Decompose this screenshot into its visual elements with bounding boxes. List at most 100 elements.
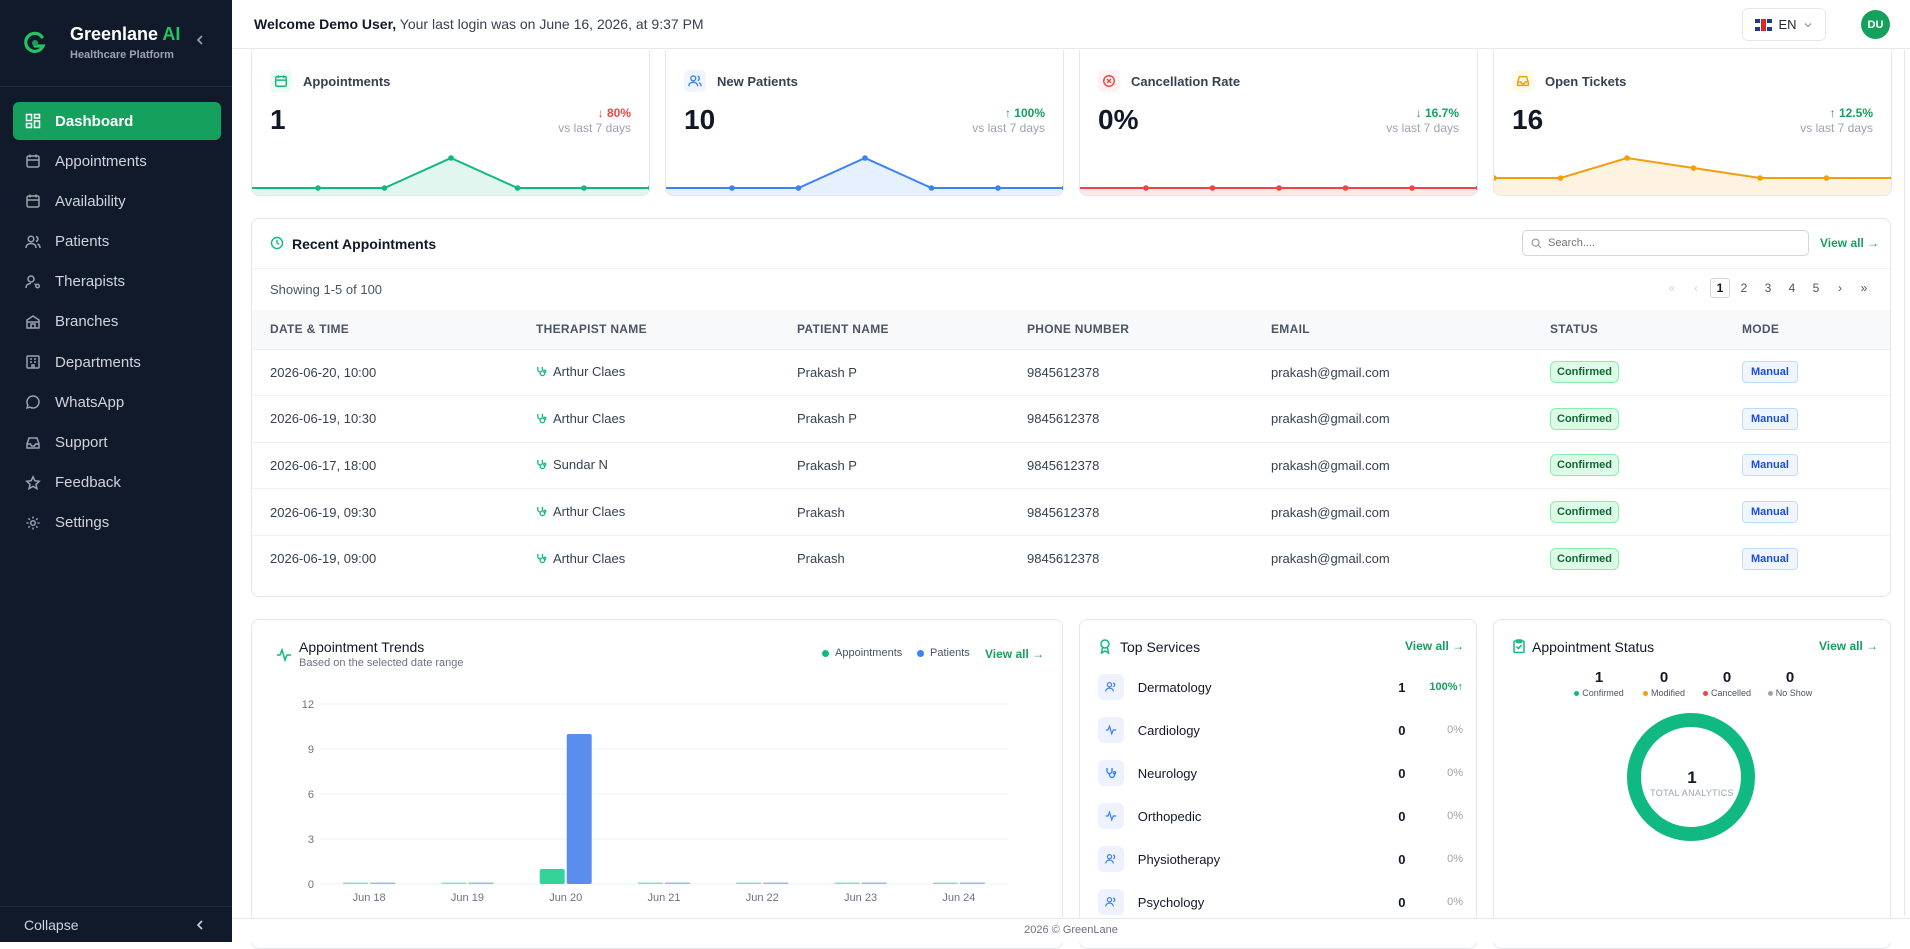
view-all-link[interactable]: View all → [1820, 236, 1880, 250]
service-count: 0 [1398, 722, 1406, 738]
sidebar-item-label: Therapists [55, 273, 126, 291]
view-all-link[interactable]: View all → [985, 647, 1045, 661]
sidebar-item-appointments[interactable]: Appointments [13, 142, 221, 180]
search-input[interactable] [1548, 237, 1788, 249]
top-services-panel: Top Services View all → Dermatology 1 10… [1079, 619, 1477, 949]
sparkline-point [928, 185, 935, 191]
user-stethoscope-icon [25, 274, 43, 290]
table-row[interactable]: 2026-06-19, 09:30 Arthur Claes Prakash 9… [252, 488, 1890, 536]
service-row[interactable]: Physiotherapy 0 0% [1098, 844, 1463, 874]
sparkline-cancellation-rate [1080, 185, 1477, 195]
status-label-confirmed: Confirmed [1559, 688, 1639, 698]
main-scrollbar[interactable] [1904, 50, 1910, 916]
col-header-mode: MODE [1724, 310, 1890, 349]
award-icon [1099, 639, 1111, 654]
bar-appointments [539, 869, 565, 884]
sidebar-item-dashboard[interactable]: Dashboard [13, 102, 221, 140]
status-badge: Confirmed [1550, 454, 1619, 477]
sidebar-item-departments[interactable]: Departments [13, 343, 221, 381]
sparkline-point [448, 155, 454, 161]
stat-change: ↓ 16.7% [1415, 106, 1459, 120]
table-row[interactable]: 2026-06-20, 10:00 Arthur Claes Prakash P… [252, 348, 1890, 396]
appointment-trends-chart: 0 3 6 9 12 Jun 18 Jun 19 Jun 20 Jun 21 Jun 22 Jun … [302, 699, 1008, 904]
service-name: Physiotherapy [1137, 851, 1221, 867]
view-all-link[interactable]: View all → [1819, 639, 1879, 653]
legend-appointments: Appointments [822, 647, 902, 659]
cell-mode: Manual [1724, 488, 1890, 536]
sparkline-point [1624, 155, 1630, 161]
service-percent: 0% [1447, 853, 1463, 865]
next-page-icon[interactable]: › [1838, 281, 1842, 295]
sparkline-point [1890, 176, 1891, 180]
sidebar-item-label: Support [55, 434, 108, 451]
table-row[interactable]: 2026-06-19, 09:00 Arthur Claes Prakash 9… [252, 534, 1890, 582]
service-row[interactable]: Cardiology 0 0% [1098, 715, 1463, 745]
sidebar-item-patients[interactable]: Patients [13, 223, 221, 261]
uk-flag-icon [1755, 18, 1773, 31]
stat-period: vs last 7 days [558, 121, 631, 135]
service-row[interactable]: Dermatology 1 100%↑ [1098, 672, 1463, 702]
stat-label: Appointments [303, 74, 391, 89]
service-row[interactable]: Neurology 0 0% [1098, 758, 1463, 788]
page-4-button[interactable]: 4 [1788, 281, 1796, 295]
table-row[interactable]: 2026-06-17, 18:00 Sundar N Prakash P 984… [252, 441, 1890, 489]
language-code: EN [1778, 17, 1797, 32]
users-icon [25, 234, 43, 250]
cell-phone: 9845612378 [1009, 395, 1253, 443]
sidebar-item-branches[interactable]: Branches [13, 303, 221, 341]
language-selector[interactable]: EN [1742, 8, 1826, 41]
sidebar-item-support[interactable]: Support [13, 424, 221, 462]
cell-therapist: Arthur Claes [518, 395, 779, 443]
donut-total-label: TOTAL ANALYTICS [1650, 788, 1734, 798]
therapist-name: Sundar N [553, 457, 608, 473]
sidebar-toggle-chevron-left-icon[interactable] [194, 34, 206, 46]
cell-mode: Manual [1724, 534, 1890, 582]
sidebar-collapse-button[interactable]: Collapse [0, 906, 232, 942]
first-page-icon[interactable]: « [1668, 281, 1676, 295]
page-2-button[interactable]: 2 [1740, 281, 1748, 295]
sidebar-item-label: Patients [55, 233, 110, 251]
service-row[interactable]: Psychology 0 0% [1098, 887, 1463, 917]
sidebar-item-label: WhatsApp [55, 393, 125, 411]
page-1-button[interactable]: 1 [1710, 278, 1730, 298]
table-header-row: DATE & TIME THERAPIST NAME PATIENT NAME … [252, 310, 1890, 349]
pulse-icon [1098, 803, 1124, 829]
sidebar-item-feedback[interactable]: Feedback [13, 464, 221, 502]
calendar-icon [270, 70, 292, 92]
service-row[interactable]: Orthopedic 0 0% [1098, 801, 1463, 831]
sidebar-item-availability[interactable]: Availability [13, 182, 221, 220]
sparkline-point [1475, 185, 1477, 191]
status-label-modified: Modified [1624, 688, 1704, 698]
users-icon [1098, 674, 1124, 700]
avatar[interactable]: DU [1861, 10, 1890, 39]
stethoscope-icon [1098, 760, 1124, 786]
service-count: 1 [1398, 679, 1406, 695]
table-row[interactable]: 2026-06-19, 10:30 Arthur Claes Prakash P… [252, 395, 1890, 443]
cell-email: prakash@gmail.com [1253, 534, 1532, 582]
brand-subtitle: Healthcare Platform [70, 49, 174, 61]
col-header-email: EMAIL [1253, 310, 1532, 349]
chevron-down-icon [1803, 20, 1813, 30]
sidebar-item-settings[interactable]: Settings [13, 504, 221, 542]
prev-page-icon[interactable]: ‹ [1694, 281, 1698, 295]
sparkline-area [252, 158, 649, 195]
page-5-button[interactable]: 5 [1812, 281, 1820, 295]
sparkline-point [647, 185, 649, 191]
status-badge: Confirmed [1550, 407, 1619, 430]
sparkline-point [995, 185, 1001, 191]
mode-badge: Manual [1742, 501, 1798, 524]
col-header-status: STATUS [1532, 310, 1724, 349]
bar-patients [468, 882, 494, 884]
last-page-icon[interactable]: » [1860, 281, 1868, 295]
sidebar-item-whatsapp[interactable]: WhatsApp [13, 383, 221, 421]
cell-email: prakash@gmail.com [1253, 348, 1532, 396]
sidebar-item-therapists[interactable]: Therapists [13, 263, 221, 301]
stat-card-new-patients: New Patients 10 ↑ 100% vs last 7 days [665, 50, 1064, 196]
sidebar-item-label: Appointments [55, 152, 147, 170]
y-tick-label: 0 [308, 879, 314, 891]
view-all-link[interactable]: View all → [1405, 639, 1465, 653]
sparkline-area [1494, 158, 1891, 195]
x-tick-label: Jun 19 [451, 892, 484, 904]
cell-email: prakash@gmail.com [1253, 395, 1532, 443]
page-3-button[interactable]: 3 [1764, 281, 1772, 295]
